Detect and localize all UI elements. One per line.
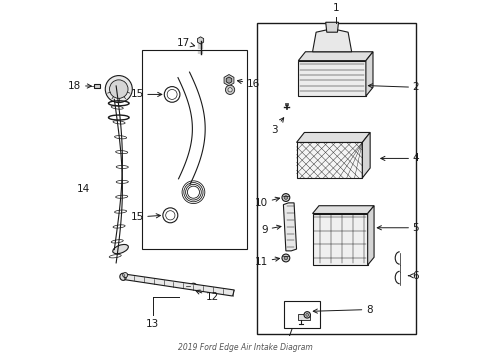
Text: 9: 9 <box>262 225 281 234</box>
Polygon shape <box>298 52 373 60</box>
Bar <box>298 314 310 320</box>
Text: 16: 16 <box>238 79 260 89</box>
Circle shape <box>282 194 290 202</box>
Bar <box>285 103 289 105</box>
Circle shape <box>284 196 288 199</box>
Circle shape <box>306 314 309 316</box>
Polygon shape <box>326 22 339 32</box>
Bar <box>257 23 416 334</box>
Polygon shape <box>296 132 370 143</box>
Circle shape <box>192 285 195 288</box>
Text: 12: 12 <box>196 290 219 302</box>
Text: 3: 3 <box>271 118 284 135</box>
Polygon shape <box>368 206 374 265</box>
Polygon shape <box>122 274 234 296</box>
Bar <box>313 213 368 265</box>
Circle shape <box>110 80 128 98</box>
Circle shape <box>304 312 311 318</box>
Circle shape <box>225 85 235 94</box>
Text: 2019 Ford Edge Air Intake Diagram: 2019 Ford Edge Air Intake Diagram <box>177 343 313 352</box>
Text: 10: 10 <box>255 197 280 208</box>
Circle shape <box>284 256 288 260</box>
Text: 15: 15 <box>130 89 162 99</box>
Polygon shape <box>362 132 370 178</box>
Ellipse shape <box>113 244 128 254</box>
Polygon shape <box>283 203 296 251</box>
Text: 1: 1 <box>332 3 339 13</box>
Circle shape <box>228 88 232 92</box>
Circle shape <box>105 76 132 103</box>
Bar <box>94 84 100 89</box>
Text: 17: 17 <box>176 38 195 48</box>
Text: 7: 7 <box>286 328 293 338</box>
Polygon shape <box>197 37 204 44</box>
Text: 2: 2 <box>368 82 419 92</box>
Text: 5: 5 <box>377 223 419 233</box>
Polygon shape <box>226 77 232 84</box>
Text: 18: 18 <box>68 81 92 90</box>
Ellipse shape <box>120 273 126 280</box>
Bar <box>296 143 362 178</box>
Text: 6: 6 <box>408 271 419 281</box>
Bar <box>142 50 247 249</box>
Text: 8: 8 <box>313 305 372 315</box>
Polygon shape <box>224 75 234 86</box>
Text: 4: 4 <box>381 153 419 163</box>
Polygon shape <box>313 206 374 213</box>
Text: 11: 11 <box>255 257 279 266</box>
Bar <box>298 60 366 96</box>
Polygon shape <box>313 29 352 52</box>
Circle shape <box>282 254 290 262</box>
Text: 14: 14 <box>77 184 90 194</box>
Text: 15: 15 <box>130 212 160 222</box>
Bar <box>284 301 319 328</box>
Polygon shape <box>366 52 373 96</box>
Circle shape <box>122 273 128 278</box>
Text: 13: 13 <box>146 319 159 329</box>
Circle shape <box>190 283 196 289</box>
